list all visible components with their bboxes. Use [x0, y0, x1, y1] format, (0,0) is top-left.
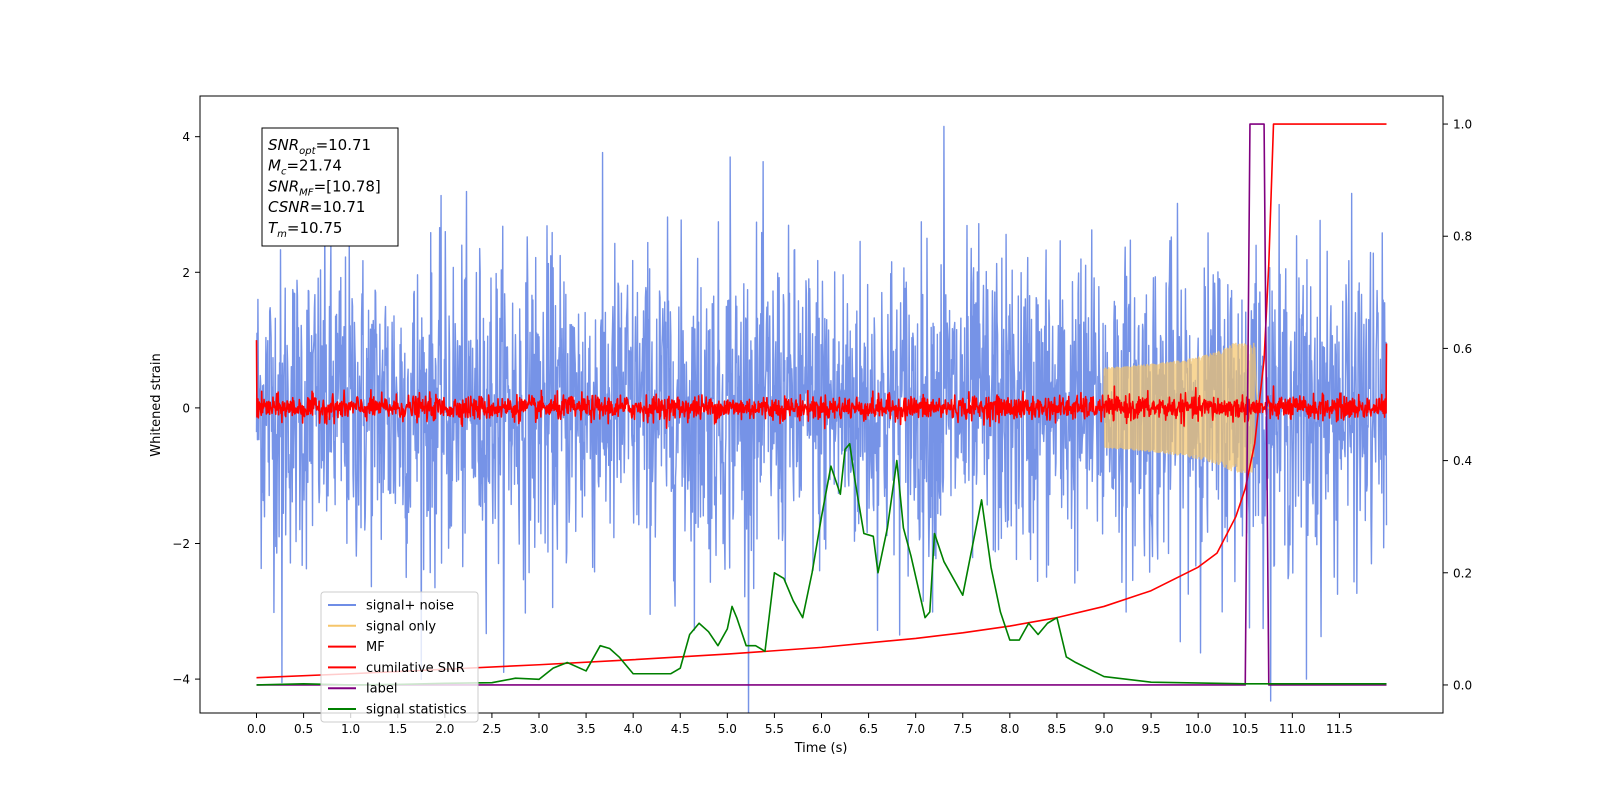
y2-tick-label: 0.0 — [1453, 678, 1472, 692]
y2-tick-label: 1.0 — [1453, 118, 1472, 132]
legend-label: MF — [366, 640, 385, 655]
annotation-line: SNRMF=[10.78] — [268, 177, 381, 198]
x-tick-label: 6.5 — [859, 722, 878, 736]
annotation-line: Mc=21.74 — [268, 157, 342, 178]
legend-label: signal statistics — [366, 703, 467, 718]
x-tick-label: 5.0 — [718, 722, 737, 736]
y2-tick-label: 0.2 — [1453, 566, 1472, 580]
x-tick-label: 8.5 — [1047, 722, 1066, 736]
x-tick-label: 8.0 — [1000, 722, 1019, 736]
legend-label: signal+ noise — [366, 599, 454, 614]
legend-label: label — [366, 682, 397, 697]
annotation-box: SNRopt=10.71Mc=21.74SNRMF=[10.78]CSNR=10… — [261, 127, 399, 247]
y-tick-label: −2 — [172, 537, 190, 551]
x-axis-ticks: 0.0 0.5 1.0 1.5 2.0 2.5 3.0 3.5 4.0 4.5 5.0 5.5 6.0 6… — [247, 713, 1353, 736]
x-tick-label: 9.5 — [1142, 722, 1161, 736]
series-line-3 — [256, 123, 1387, 679]
y2-tick-label: 0.6 — [1453, 342, 1472, 356]
series-line-1 — [1103, 342, 1273, 474]
legend-label: cumilative SNR — [366, 661, 465, 676]
annotation-line: SNRopt=10.71 — [268, 136, 371, 157]
x-tick-label: 7.5 — [953, 722, 972, 736]
y-tick-label: 2 — [182, 266, 190, 280]
y-tick-label: 4 — [182, 130, 190, 144]
plot-series — [255, 123, 1388, 713]
legend: signal+ noise signal only MF cumilative SNR… — [320, 591, 479, 723]
x-tick-label: 6.0 — [812, 722, 831, 736]
series-line-2 — [255, 340, 1388, 430]
y2-axis-ticks: 1.0 0.8 0.6 0.4 0.2 0.0 — [1443, 118, 1472, 692]
x-tick-label: 10.5 — [1232, 722, 1259, 736]
x-axis-label: Time (s) — [794, 741, 848, 756]
x-tick-label: 11.0 — [1279, 722, 1306, 736]
series-line-4 — [256, 123, 1387, 686]
x-tick-label: 4.5 — [671, 722, 690, 736]
x-tick-label: 1.5 — [388, 722, 407, 736]
x-tick-label: 2.5 — [482, 722, 501, 736]
series-line-5 — [256, 442, 1387, 686]
x-tick-label: 0.0 — [247, 722, 266, 736]
annotation-frame — [261, 127, 399, 247]
y2-tick-label: 0.8 — [1453, 230, 1472, 244]
y-axis-ticks: 4 2 0 −2 −4 — [172, 130, 200, 687]
y-tick-label: −4 — [172, 673, 190, 687]
annotation-line: Tm=10.75 — [268, 219, 342, 240]
x-tick-label: 3.5 — [577, 722, 596, 736]
x-tick-label: 5.5 — [765, 722, 784, 736]
annotation-line: CSNR=10.71 — [268, 198, 365, 216]
x-tick-label: 3.0 — [529, 722, 548, 736]
series-line-0 — [255, 125, 1388, 713]
x-tick-label: 9.0 — [1094, 722, 1113, 736]
legend-frame — [320, 591, 479, 723]
x-tick-label: 0.5 — [294, 722, 313, 736]
x-tick-label: 1.0 — [341, 722, 360, 736]
x-tick-label: 2.0 — [435, 722, 454, 736]
x-tick-label: 11.5 — [1326, 722, 1353, 736]
y-tick-label: 0 — [182, 401, 190, 415]
x-tick-label: 4.0 — [624, 722, 643, 736]
y-axis-label: Whitened strain — [149, 353, 164, 456]
y2-tick-label: 0.4 — [1453, 454, 1472, 468]
x-tick-label: 7.0 — [906, 722, 925, 736]
legend-label: signal only — [366, 619, 436, 634]
x-tick-label: 10.0 — [1185, 722, 1212, 736]
